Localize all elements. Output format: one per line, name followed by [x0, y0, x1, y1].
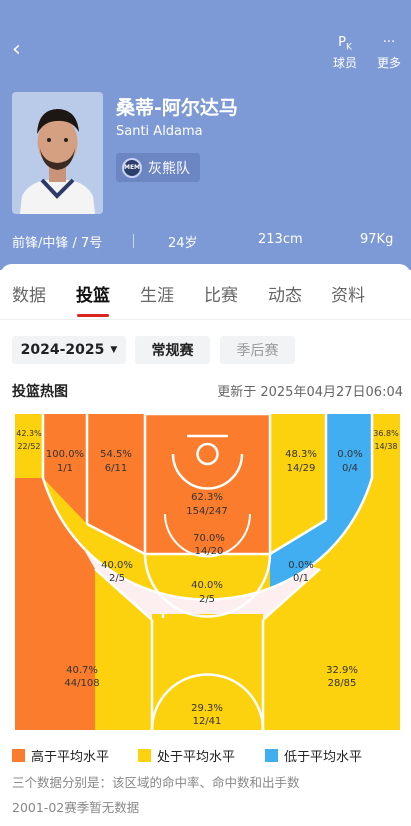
player-age: 24岁 — [168, 236, 198, 251]
no-data-note: 2001-02赛季暂无数据 — [12, 800, 140, 815]
label-paint-pct: 62.3% — [191, 492, 223, 503]
legend-below-label: 低于平均水平 — [284, 750, 363, 765]
zone-left-corner3 — [15, 414, 43, 478]
label-right-elbow-stat: 14/29 — [287, 463, 316, 474]
playoff-toggle[interactable]: 季后赛 — [220, 336, 295, 364]
player-name-en: Santi Aldama — [116, 124, 203, 139]
legend-above: 高于平均水平 — [12, 746, 109, 765]
legend-below: 低于平均水平 — [265, 746, 362, 765]
tab-news[interactable]: 动态 — [268, 286, 302, 306]
tab-shooting[interactable]: 投篮 — [76, 286, 110, 306]
player-stats-row: 前锋/中锋 / 7号 24岁 213cm 97Kg — [0, 230, 411, 252]
more-label: 更多 — [377, 56, 402, 70]
zone-right-corner3 — [372, 414, 400, 478]
label-paint-stat: 154/247 — [186, 506, 228, 517]
team-logo-icon: MEM — [122, 157, 142, 178]
more-button[interactable]: ··· 更多 — [377, 34, 401, 71]
tab-divider — [0, 319, 411, 320]
zone-top-mid — [145, 554, 270, 600]
back-icon[interactable]: ‹ — [12, 37, 21, 62]
shot-heatmap-court: 42.3% 22/52 36.8% 14/38 100.0% 1/1 54.5%… — [15, 414, 400, 730]
label-right-corner3-stat: 14/38 — [374, 442, 397, 451]
label-left-wing3-stat: 44/108 — [64, 678, 99, 689]
label-right-corner3-pct: 36.8% — [373, 429, 399, 438]
legend-average-label: 处于平均水平 — [157, 750, 236, 765]
label-top3-stat: 12/41 — [193, 716, 222, 727]
label-top-mid-stat: 2/5 — [199, 594, 215, 605]
label-right-elbow-pct: 48.3% — [285, 449, 317, 460]
label-right-wing-mid-pct: 0.0% — [288, 560, 313, 571]
dropdown-triangle-icon: ▼ — [110, 345, 118, 355]
label-left-wing3-pct: 40.7% — [66, 665, 98, 676]
pk-button[interactable]: PK 球员 — [333, 34, 357, 71]
label-top-mid-pct: 40.0% — [191, 580, 223, 591]
player-avatar — [12, 92, 103, 214]
stats-divider — [133, 234, 134, 248]
team-name: 灰熊队 — [148, 160, 190, 177]
label-left-wing-mid-stat: 2/5 — [109, 573, 125, 584]
player-name-cn: 桑蒂-阿尔达马 — [116, 97, 238, 119]
label-left-elbow-stat: 6/11 — [105, 463, 127, 474]
heatmap-title: 投篮热图 — [12, 384, 68, 400]
label-top3-pct: 29.3% — [191, 703, 223, 714]
zone-top3 — [152, 614, 263, 730]
label-left-corner3-stat: 22/52 — [17, 442, 40, 451]
team-badge[interactable]: MEM 灰熊队 — [116, 153, 200, 182]
label-right-wing-mid-stat: 0/1 — [293, 573, 309, 584]
label-right-baseline-stat: 0/4 — [342, 463, 358, 474]
label-left-corner3-pct: 42.3% — [16, 429, 42, 438]
tab-career[interactable]: 生涯 — [140, 286, 174, 306]
player-header: ‹ PK 球员 ··· 更多 桑蒂-阿尔达马 Santi Aldama MEM … — [0, 0, 411, 270]
player-height: 213cm — [258, 232, 303, 247]
legend-average: 处于平均水平 — [138, 746, 235, 765]
heatmap-explain-note: 三个数据分别是：该区域的命中率、命中数和出手数 — [12, 775, 300, 790]
label-right-baseline-pct: 0.0% — [337, 449, 362, 460]
legend-average-swatch — [138, 749, 151, 762]
regular-season-toggle[interactable]: 常规赛 — [135, 336, 210, 364]
updated-time: 更新于 2025年04月27日06:04 — [217, 385, 403, 400]
pk-label: 球员 — [333, 56, 358, 70]
pk-icon: PK — [338, 35, 352, 53]
tab-profile[interactable]: 资料 — [331, 286, 365, 306]
legend-above-label: 高于平均水平 — [31, 750, 110, 765]
label-left-elbow-pct: 54.5% — [100, 449, 132, 460]
player-weight: 97Kg — [360, 232, 394, 247]
more-icon: ··· — [382, 35, 396, 50]
label-left-wing-mid-pct: 40.0% — [101, 560, 133, 571]
label-restricted-pct: 70.0% — [193, 533, 225, 544]
tab-stats[interactable]: 数据 — [12, 286, 46, 306]
label-right-wing3-pct: 32.9% — [326, 665, 358, 676]
label-left-baseline-pct: 100.0% — [46, 449, 84, 460]
tab-games[interactable]: 比赛 — [204, 286, 238, 306]
season-select[interactable]: 2024-2025 ▼ — [12, 336, 126, 364]
label-right-wing3-stat: 28/85 — [328, 678, 357, 689]
active-tab-indicator — [77, 314, 109, 317]
basket-icon — [171, 434, 244, 490]
legend-below-swatch — [265, 749, 278, 762]
tab-bar: 数据 投篮 生涯 比赛 动态 资料 — [0, 264, 411, 320]
season-value: 2024-2025 — [20, 342, 105, 358]
legend-above-swatch — [12, 749, 25, 762]
zone-restricted — [165, 514, 250, 554]
player-position: 前锋/中锋 / 7号 — [12, 236, 103, 251]
label-restricted-stat: 14/20 — [195, 546, 224, 557]
label-left-baseline-stat: 1/1 — [57, 463, 73, 474]
